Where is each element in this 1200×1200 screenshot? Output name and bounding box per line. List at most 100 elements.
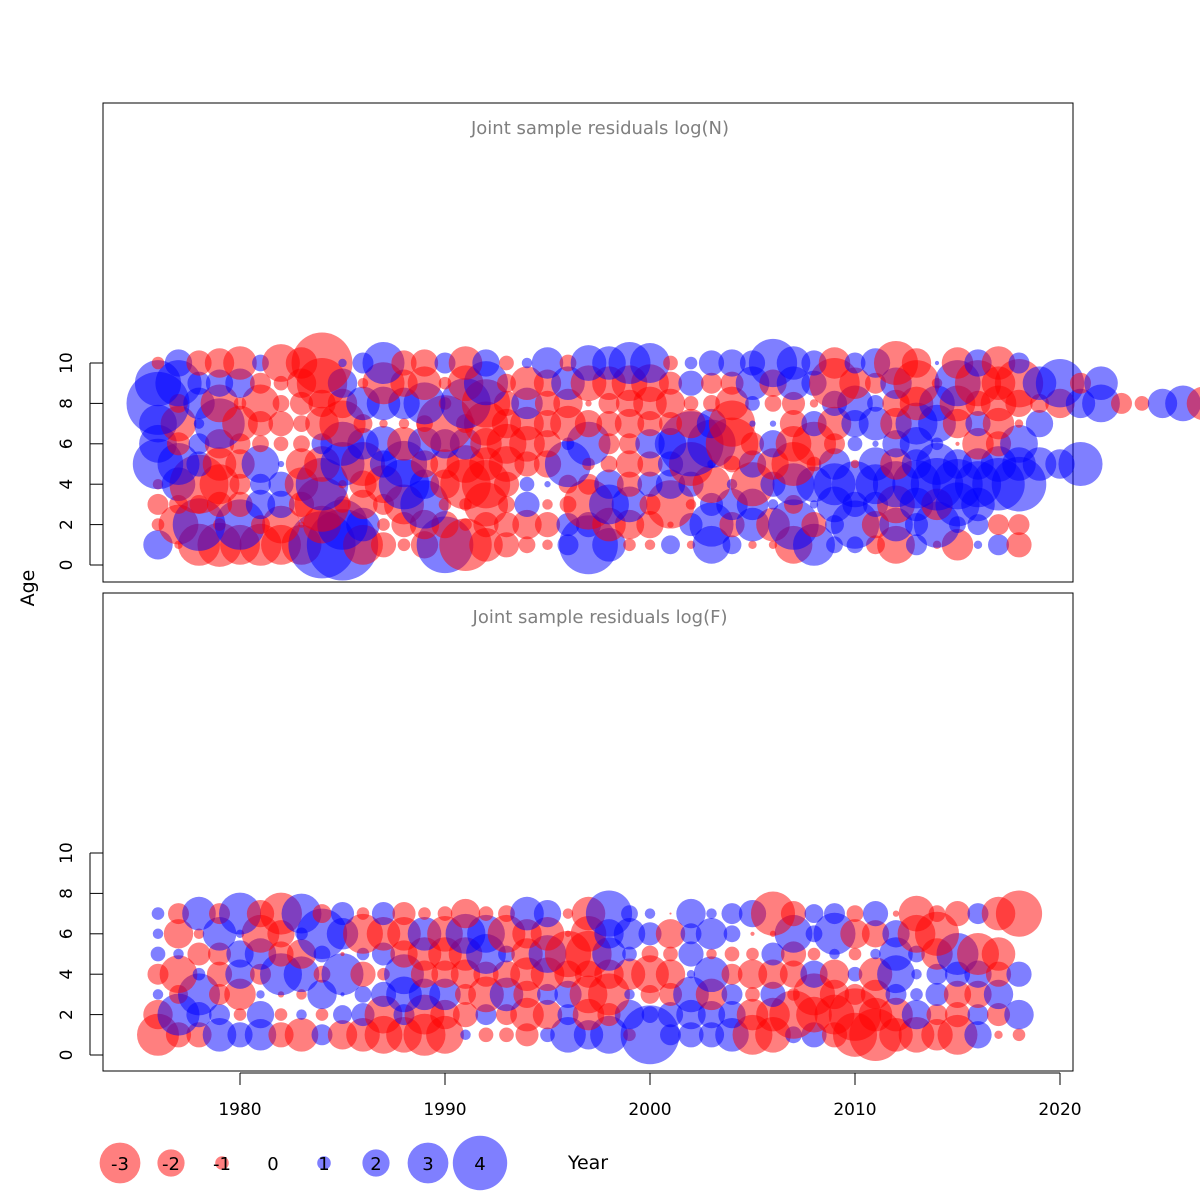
residual-bubble-log-f xyxy=(758,959,788,989)
residual-bubble-log-n xyxy=(1111,392,1132,414)
residual-bubble-log-n xyxy=(594,469,624,499)
residual-bubble-log-f xyxy=(256,990,265,999)
panel-log-n-bubbles xyxy=(126,332,1200,581)
residual-bubble-log-n xyxy=(377,518,390,531)
residual-bubble-log-f xyxy=(371,902,396,926)
residual-bubble-log-f xyxy=(268,941,294,967)
y-tick-label: 10 xyxy=(57,842,77,864)
residual-bubble-log-n xyxy=(200,384,239,423)
legend-bubble xyxy=(407,1142,449,1184)
residual-bubble-log-f xyxy=(804,904,824,924)
residual-bubble-log-f xyxy=(686,970,696,979)
residual-bubble-log-n xyxy=(267,490,295,519)
residual-bubble-log-f xyxy=(655,919,686,949)
legend-label: 4 xyxy=(474,1154,485,1175)
residual-bubble-log-f xyxy=(678,941,704,967)
legend-label: 2 xyxy=(370,1154,381,1175)
residual-bubble-log-f xyxy=(209,1004,230,1026)
residual-bubble-log-f xyxy=(761,942,785,966)
residual-bubble-log-n xyxy=(534,390,561,416)
residual-bubble-log-f xyxy=(182,896,216,931)
residual-bubble-log-f xyxy=(928,905,946,922)
residual-bubble-log-n xyxy=(955,441,960,446)
residual-bubble-log-n xyxy=(619,433,640,455)
residual-bubble-log-n xyxy=(391,350,417,376)
residual-bubble-log-f xyxy=(219,892,261,935)
residual-bubble-log-n xyxy=(623,538,636,552)
y-tick-label: 10 xyxy=(57,352,77,374)
residual-bubble-log-f xyxy=(994,1030,1003,1040)
residual-bubble-log-f xyxy=(676,898,706,929)
residual-bubble-log-f xyxy=(510,997,544,1032)
residual-bubble-log-n xyxy=(934,360,940,366)
legend-label: -3 xyxy=(111,1154,129,1175)
residual-bubble-log-f xyxy=(478,1027,494,1043)
residual-bubble-log-f xyxy=(622,946,637,962)
residual-bubble-log-f xyxy=(750,891,796,936)
residual-bubble-log-f xyxy=(333,1005,352,1025)
residual-bubble-log-f xyxy=(510,896,544,931)
residual-bubble-log-n xyxy=(630,343,670,383)
residual-bubble-log-n xyxy=(1014,419,1024,428)
residual-bubble-log-f xyxy=(746,947,759,961)
residual-bubble-log-f xyxy=(925,982,949,1006)
residual-bubble-log-n xyxy=(398,418,410,429)
residual-bubble-log-f xyxy=(354,986,372,1003)
residual-bubble-log-n xyxy=(703,395,720,412)
residual-bubble-log-n xyxy=(844,352,866,374)
residual-bubble-log-f xyxy=(844,983,866,1005)
residual-bubble-log-f xyxy=(321,953,364,996)
residual-bubble-log-f xyxy=(926,963,948,985)
residual-bubble-log-n xyxy=(880,448,912,480)
residual-bubble-log-f xyxy=(995,890,1043,937)
residual-bubble-log-n xyxy=(252,435,269,453)
y-tick-label: 2 xyxy=(57,1009,77,1020)
residual-bubble-log-n xyxy=(277,460,285,468)
residual-bubble-log-n xyxy=(514,491,540,517)
residual-bubble-log-f xyxy=(152,989,164,1000)
x-tick-label: 1980 xyxy=(218,1100,261,1120)
residual-bubble-log-n xyxy=(678,370,704,396)
residual-bubble-log-f xyxy=(721,983,743,1005)
residual-bubble-log-n xyxy=(521,357,533,369)
residual-bubble-log-n xyxy=(519,476,535,492)
residual-bubble-log-n xyxy=(407,366,442,401)
residual-bubble-log-f xyxy=(562,908,574,919)
residual-bubble-log-n xyxy=(745,396,760,411)
residual-bubble-log-f xyxy=(340,951,345,957)
residual-bubble-log-f xyxy=(981,937,1016,971)
residual-bubble-log-f xyxy=(225,959,255,989)
residual-bubble-log-n xyxy=(472,349,500,377)
residual-bubble-log-n xyxy=(611,486,648,523)
residual-bubble-log-f xyxy=(330,902,355,926)
residual-bubble-log-n xyxy=(973,540,983,549)
residual-bubble-log-f xyxy=(819,979,850,1010)
residual-bubble-log-f xyxy=(315,1008,329,1021)
residual-bubble-log-n xyxy=(147,493,169,515)
residual-bubble-log-f xyxy=(392,902,416,926)
residual-bubble-log-n xyxy=(715,386,749,421)
residual-bubble-log-n xyxy=(272,395,290,412)
residual-bubble-log-f xyxy=(284,1018,319,1052)
residual-bubble-log-f xyxy=(721,903,743,925)
residual-bubble-log-f xyxy=(193,928,205,940)
residual-bubble-log-f xyxy=(478,906,494,921)
y-tick-label: 6 xyxy=(57,928,77,939)
residual-bubble-log-f xyxy=(499,1027,514,1043)
x-tick-label: 2010 xyxy=(833,1100,876,1120)
residual-bubble-log-f xyxy=(944,901,971,927)
residual-bubble-log-n xyxy=(676,408,706,439)
residual-bubble-log-n xyxy=(1006,532,1032,558)
residual-bubble-log-n xyxy=(250,372,271,394)
residual-bubble-log-f xyxy=(660,1024,681,1046)
residual-bubble-log-n xyxy=(291,332,353,394)
y-tick-label: 8 xyxy=(57,398,77,409)
residual-bubble-log-f xyxy=(1012,1028,1026,1042)
panel-log-f-y-axis: 0 2 4 6 8 10 xyxy=(57,842,103,1060)
residual-bubble-log-f xyxy=(350,961,376,987)
panel-log-f-bubbles xyxy=(137,890,1043,1065)
residual-bubble-log-f xyxy=(644,908,656,919)
residual-bubble-log-f xyxy=(187,942,211,966)
residual-bubble-log-n xyxy=(644,539,656,551)
residual-bubble-log-f xyxy=(800,960,828,988)
